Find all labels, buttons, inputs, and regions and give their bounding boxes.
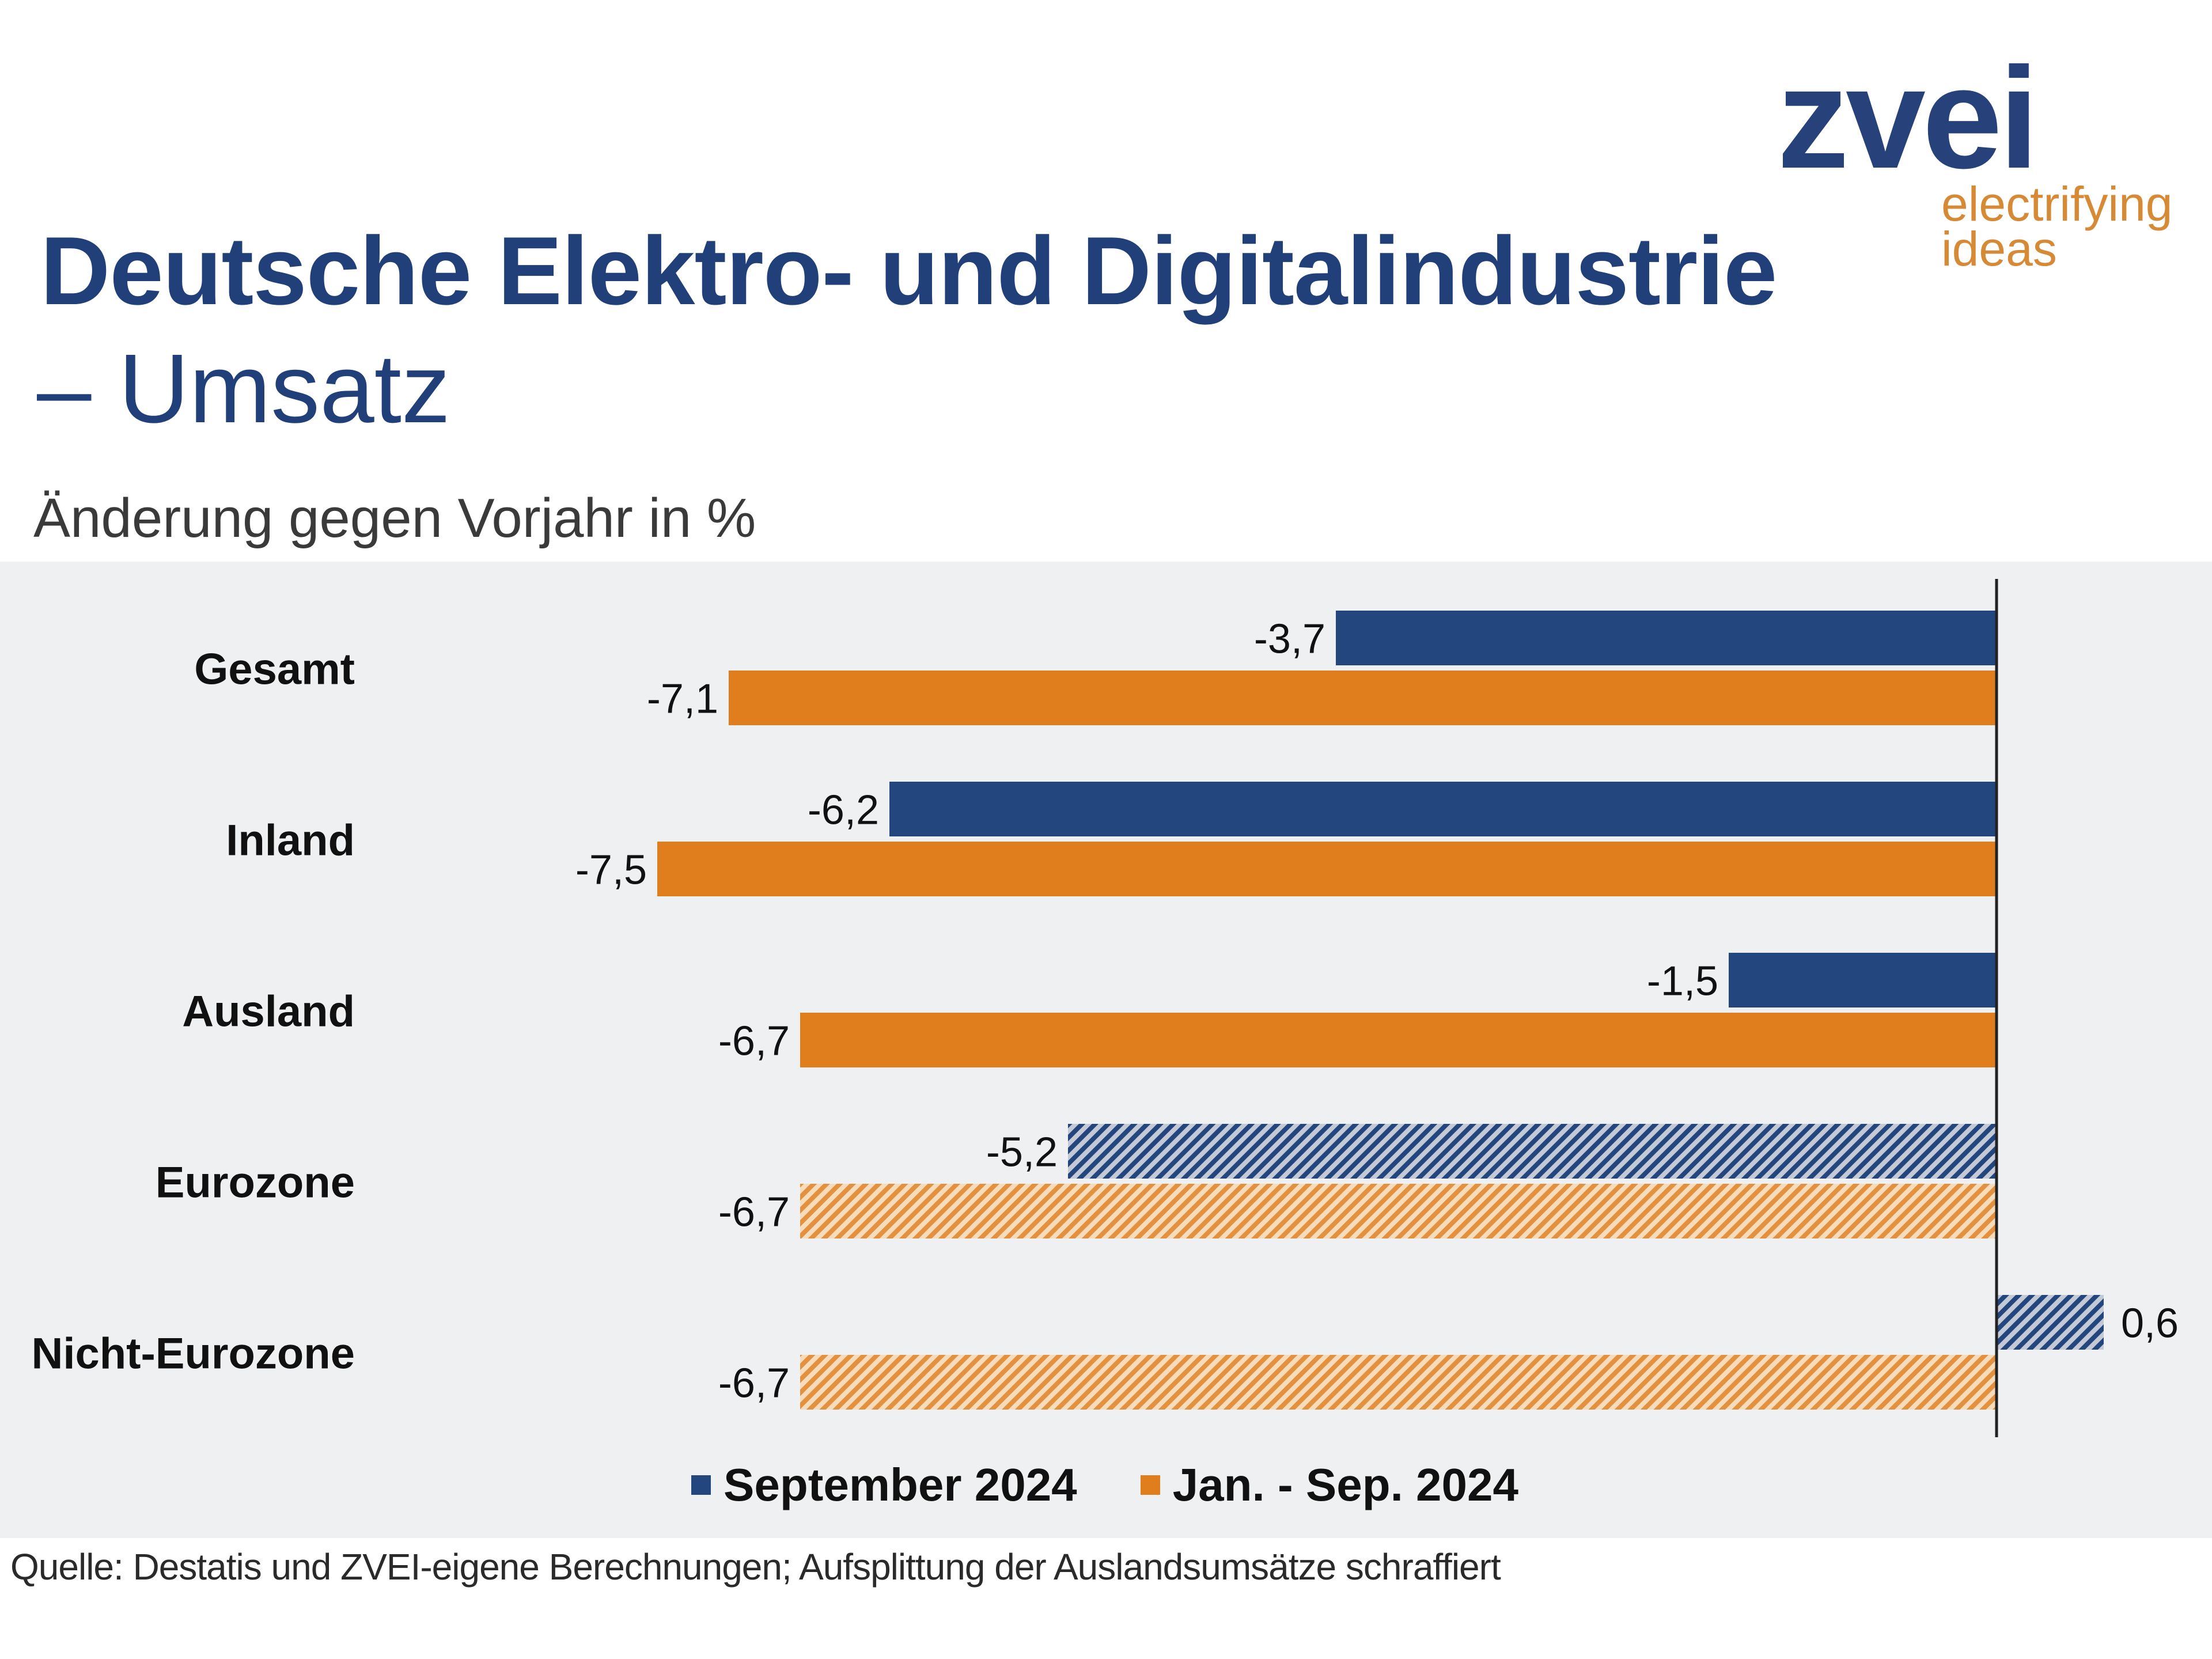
value-label-gesamt-series1: -3,7: [1254, 616, 1325, 662]
bar-gesamt-series1: [1336, 611, 1997, 665]
legend-label-jan-sep-2024: Jan. - Sep. 2024: [1172, 1459, 1518, 1510]
zvei-logo: zvei electrifying ideas: [1777, 40, 2212, 288]
logo-tagline-line1: electrifying: [1941, 177, 2173, 231]
value-label-gesamt-series2: -7,1: [647, 676, 718, 722]
category-label-inland: Inland: [226, 816, 355, 865]
logo-tagline-line2: ideas: [1941, 222, 2057, 276]
bar-inland-series2: [657, 842, 1997, 896]
legend-swatch-navy: [691, 1475, 711, 1495]
legend-item-jan-sep-2024: Jan. - Sep. 2024: [1140, 1459, 1518, 1512]
category-label-eurozone: Eurozone: [156, 1158, 355, 1207]
bar-ausland-series2: [800, 1013, 1997, 1067]
value-label-ausland-series2: -6,7: [718, 1018, 790, 1065]
value-label-ausland-series1: -1,5: [1647, 959, 1718, 1005]
value-label-inland-series1: -6,2: [808, 787, 879, 834]
bar-eurozone-series2: [800, 1184, 1997, 1238]
logo-wordmark: zvei: [1777, 37, 2039, 198]
chart-subtitle: Änderung gegen Vorjahr in %: [33, 487, 756, 549]
legend-swatch-orange: [1140, 1475, 1160, 1495]
legend-item-september-2024: September 2024: [691, 1459, 1077, 1512]
value-label-inland-series2: -7,5: [575, 847, 647, 893]
value-label-nicht-eurozone-series2: -6,7: [718, 1361, 790, 1407]
value-label-nicht-eurozone-series1: 0,6: [2121, 1301, 2179, 1347]
bar-gesamt-series2: [729, 671, 1997, 725]
source-note: Quelle: Destatis und ZVEI-eigene Berechn…: [10, 1546, 1501, 1588]
chart-legend: September 2024 Jan. - Sep. 2024: [691, 1456, 1518, 1514]
page-title: Deutsche Elektro- und Digitalindustrie: [40, 217, 1777, 325]
bar-eurozone-series1: [1068, 1124, 1997, 1179]
bar-inland-series1: [889, 782, 1997, 836]
logo-tagline: electrifying ideas: [1941, 177, 2173, 276]
category-label-ausland: Ausland: [182, 987, 355, 1036]
bar-ausland-series1: [1729, 953, 1997, 1007]
value-label-eurozone-series2: -6,7: [718, 1190, 790, 1236]
value-label-eurozone-series1: -5,2: [986, 1130, 1058, 1176]
category-label-gesamt: Gesamt: [194, 645, 355, 694]
page-title-line2: – Umsatz: [37, 334, 450, 444]
bar-nicht-eurozone-series1: [1997, 1295, 2104, 1350]
bar-nicht-eurozone-series2: [800, 1355, 1997, 1410]
legend-label-september-2024: September 2024: [724, 1459, 1077, 1510]
category-label-nicht-eurozone: Nicht-Eurozone: [31, 1330, 355, 1378]
